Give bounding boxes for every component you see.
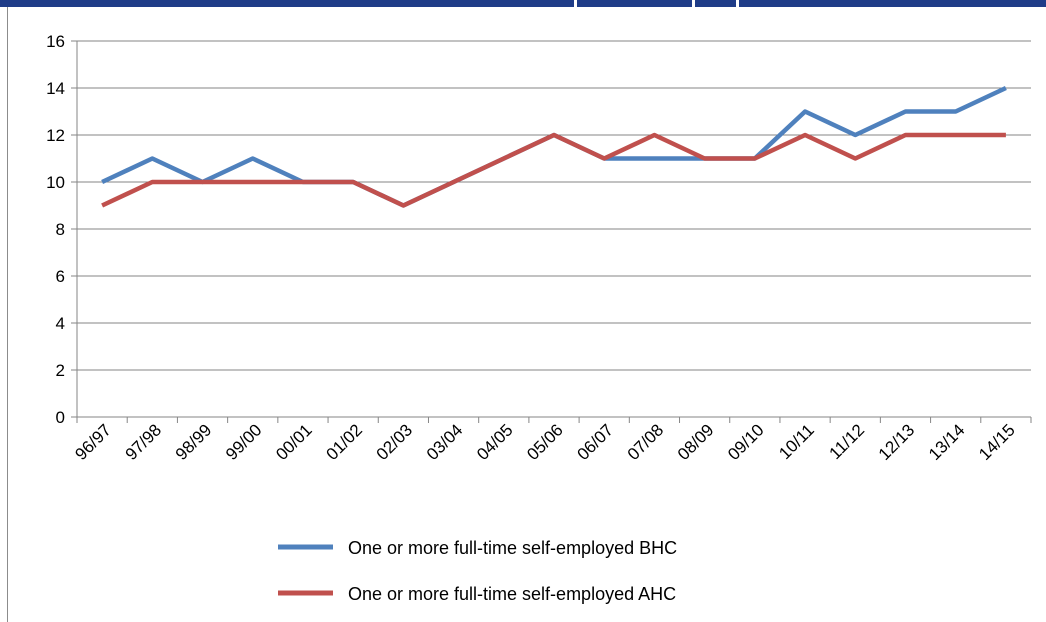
x-tick-label: 05/06 (523, 420, 567, 464)
y-tick-label: 8 (56, 220, 65, 239)
x-tick-label: 13/14 (925, 420, 969, 464)
x-tick-label: 10/11 (775, 420, 818, 463)
x-tick-label: 96/97 (71, 420, 115, 464)
legend-label: One or more full-time self-employed BHC (348, 538, 677, 558)
x-axis-ticks: 96/97 97/98 98/99 99/00 00/01 01/02 02/03 03/04… (71, 417, 1032, 464)
x-tick-label: 06/07 (574, 420, 618, 464)
y-axis-ticks: 0 2 4 6 8 10 12 14 16 (46, 32, 65, 427)
x-tick-label: 02/03 (373, 420, 417, 464)
x-tick-label: 08/09 (674, 420, 718, 464)
header-divider (736, 0, 739, 7)
axes (76, 41, 1031, 418)
gridlines (71, 40, 1031, 418)
x-tick-label: 03/04 (423, 420, 467, 464)
series-line-1 (101, 85, 1007, 208)
x-tick-label: 12/13 (875, 420, 919, 464)
series-line-2 (101, 132, 1006, 208)
y-tick-label: 6 (56, 267, 65, 286)
x-tick-label: 09/10 (724, 420, 768, 464)
legend-label: One or more full-time self-employed AHC (348, 584, 676, 604)
y-tick-label: 4 (56, 314, 65, 333)
header-divider (692, 0, 695, 7)
x-tick-label: 04/05 (473, 420, 517, 464)
x-tick-label: 00/01 (272, 420, 316, 464)
x-tick-label: 11/12 (825, 420, 868, 463)
y-tick-label: 2 (56, 361, 65, 380)
y-tick-label: 10 (46, 173, 65, 192)
y-tick-label: 14 (46, 79, 65, 98)
chart-frame (7, 7, 1046, 622)
y-tick-label: 12 (46, 126, 65, 145)
x-tick-label: 99/00 (222, 420, 266, 464)
y-tick-label: 16 (46, 32, 65, 51)
x-tick-label: 01/02 (322, 420, 366, 464)
header-bar (0, 0, 1046, 7)
y-tick-label: 0 (56, 408, 65, 427)
x-tick-label: 97/98 (122, 420, 166, 464)
legend: One or more full-time self-employed BHC O… (278, 538, 677, 604)
header-divider (574, 0, 577, 7)
x-tick-label: 14/15 (975, 420, 1019, 464)
series-lines (101, 85, 1007, 208)
x-tick-label: 07/08 (624, 420, 668, 464)
x-tick-label: 98/99 (172, 420, 216, 464)
